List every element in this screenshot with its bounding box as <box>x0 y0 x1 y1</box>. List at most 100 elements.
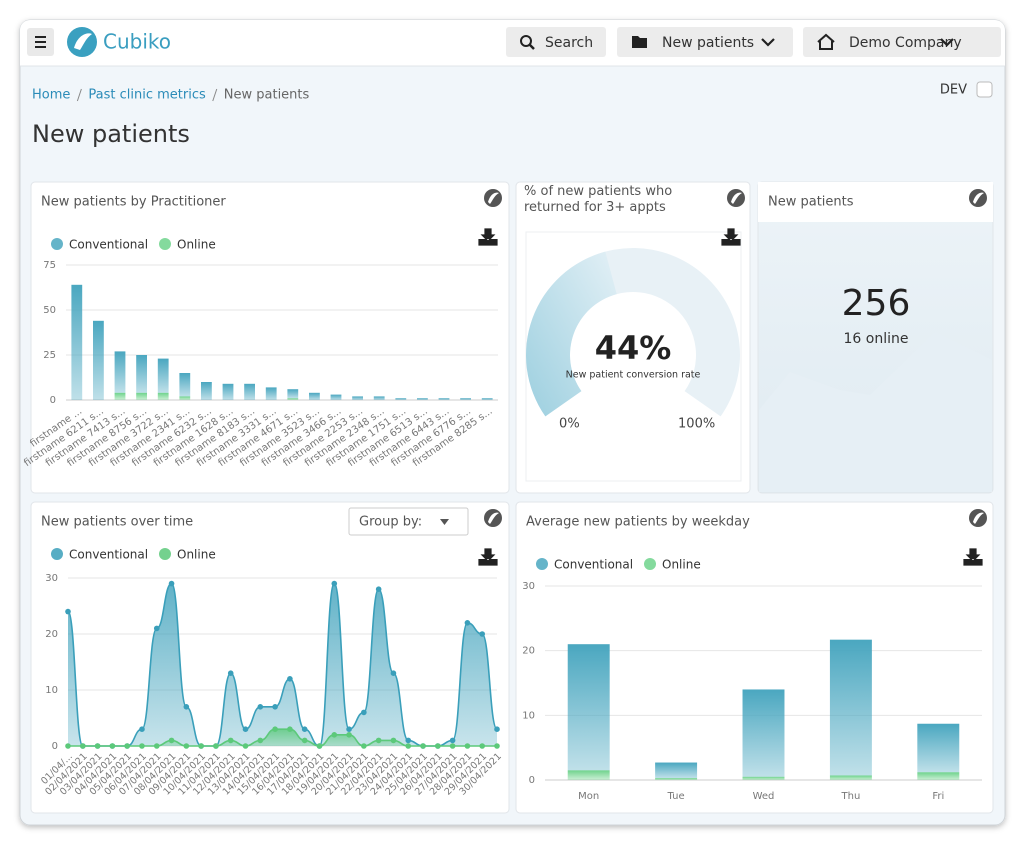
y-tick-label: 0 <box>50 395 56 406</box>
y-tick-label: 50 <box>43 305 56 316</box>
report-menu-label: New patients <box>662 35 754 51</box>
gauge-value-label: 44% <box>595 329 672 367</box>
area <box>68 583 497 746</box>
point <box>287 676 293 682</box>
bar-segment <box>157 392 169 400</box>
bar-segment <box>395 398 407 400</box>
breadcrumb: Home Past clinic metrics New patients <box>32 88 310 103</box>
legend-label: Online <box>177 548 216 562</box>
bar-segment <box>114 351 126 393</box>
point <box>479 743 486 749</box>
y-tick-label: 20 <box>522 646 535 657</box>
gauge-tick-label: 0% <box>559 417 580 432</box>
group-by-label: Group by: <box>359 515 422 530</box>
x-tick-label: Tue <box>667 791 685 802</box>
search-button[interactable] <box>506 27 606 57</box>
gauge-subtitle: New patient conversion rate <box>566 370 701 381</box>
bar-segment <box>309 392 320 400</box>
point <box>227 737 234 744</box>
breadcrumb-item[interactable]: Home <box>32 88 70 103</box>
panel-title: % of new patients who returned for 3+ ap… <box>524 184 673 215</box>
panel-menu-mark <box>488 512 499 524</box>
download-icon[interactable] <box>963 548 983 566</box>
chevron <box>761 38 775 47</box>
panel-menu-mark <box>973 192 984 204</box>
select-arrow <box>440 519 449 525</box>
legend-label: Conventional <box>554 558 633 572</box>
breadcrumb-separator <box>212 88 218 102</box>
bar-segment <box>567 770 610 780</box>
point <box>139 743 145 749</box>
breadcrumb-separator <box>76 88 82 102</box>
group-by-select[interactable] <box>348 507 469 536</box>
x-tick-label: Mon <box>578 791 599 802</box>
bar-segment <box>201 382 212 400</box>
point <box>139 726 145 732</box>
bar-segment <box>222 383 234 400</box>
legend-swatch <box>536 558 548 570</box>
company-menu[interactable] <box>803 27 1001 57</box>
bar-segment <box>829 775 872 780</box>
point <box>65 608 71 615</box>
point <box>435 743 441 749</box>
stat-background <box>759 332 992 492</box>
panel <box>515 501 994 814</box>
bar-segment <box>742 689 785 777</box>
point <box>494 726 500 732</box>
breadcrumb-item[interactable]: Past clinic metrics <box>88 88 206 103</box>
point <box>405 743 412 749</box>
point <box>79 743 86 749</box>
bar-segment <box>917 723 960 773</box>
legend-label: Online <box>177 238 216 252</box>
y-tick-label: 0 <box>529 775 535 786</box>
point <box>390 670 397 676</box>
panel-title: New patients over time <box>41 515 193 530</box>
x-tick-label: Wed <box>753 791 775 802</box>
point <box>420 743 426 749</box>
y-tick-label: 0 <box>52 741 58 752</box>
bar-segment <box>438 398 450 400</box>
bar-segment <box>481 398 493 400</box>
point <box>257 704 264 710</box>
bar-segment <box>136 392 147 400</box>
download-icon[interactable] <box>721 228 741 246</box>
bar-segment <box>114 392 126 400</box>
dev-checkbox[interactable] <box>976 81 993 98</box>
download-icon[interactable] <box>478 548 498 566</box>
y-tick-label: 10 <box>45 685 58 696</box>
report-menu[interactable] <box>617 27 793 57</box>
y-tick-label: 20 <box>45 629 58 640</box>
point <box>227 670 234 676</box>
search-label: Search <box>545 35 593 51</box>
panel-menu-mark <box>488 192 499 204</box>
stat-subtitle: 16 online <box>844 331 909 347</box>
y-tick-label: 75 <box>43 260 56 271</box>
bar-segment <box>330 394 342 400</box>
point <box>272 726 278 732</box>
point <box>272 704 278 710</box>
panel-title: Average new patients by weekday <box>526 515 750 530</box>
point <box>65 743 71 749</box>
panel-menu-mark <box>731 192 742 204</box>
bar-segment <box>71 284 83 400</box>
point <box>464 743 471 749</box>
legend-swatch <box>51 548 63 560</box>
point <box>375 586 382 592</box>
download-icon[interactable] <box>478 228 498 246</box>
point <box>213 743 219 749</box>
panel-title: New patients by Practitioner <box>41 195 226 210</box>
point <box>257 737 264 744</box>
folder-icon <box>632 36 647 48</box>
page-title: New patients <box>32 120 190 148</box>
point <box>183 743 190 749</box>
point <box>346 726 352 732</box>
point <box>361 709 367 716</box>
bar-segment <box>179 396 191 400</box>
gauge-value <box>525 251 617 417</box>
point <box>464 620 471 626</box>
icons <box>478 189 987 566</box>
panel-title-box: % of new patients who returned for 3+ ap… <box>524 184 673 215</box>
point <box>346 732 352 738</box>
panel-header <box>758 182 993 222</box>
